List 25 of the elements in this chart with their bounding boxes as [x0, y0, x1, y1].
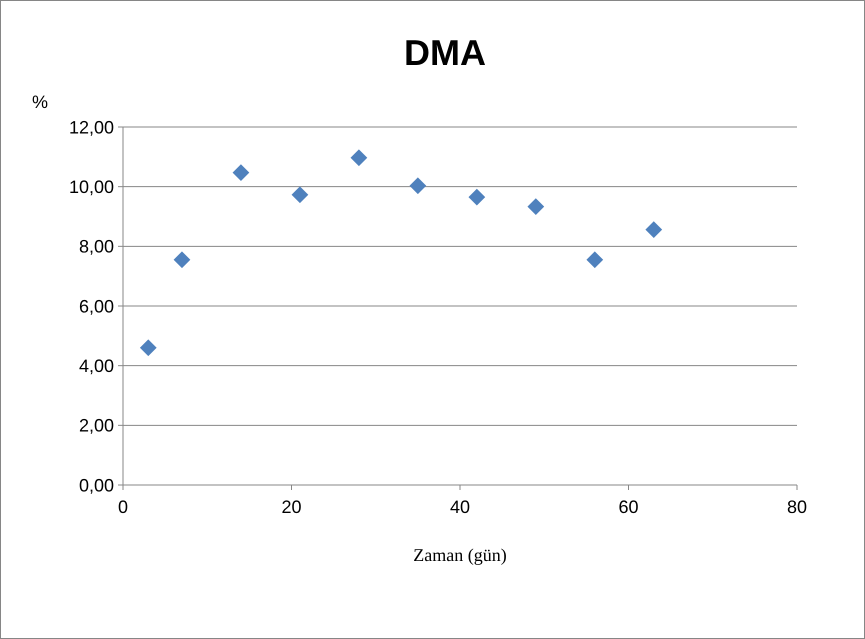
- x-tick-label: 0: [118, 497, 128, 517]
- y-tick-label: 0,00: [78, 475, 114, 496]
- y-tick-label: 8,00: [78, 236, 114, 257]
- chart-title: DMA: [404, 32, 486, 73]
- x-tick-label: 80: [786, 497, 808, 517]
- point: [410, 178, 426, 194]
- y-tick-label: 2,00: [78, 416, 114, 436]
- point: [646, 221, 662, 238]
- point: [292, 186, 308, 203]
- point: [468, 188, 486, 206]
- x-tick-label: 40: [450, 497, 470, 517]
- point: [232, 164, 250, 181]
- point: [174, 252, 190, 268]
- y-axis-title: %: [32, 92, 48, 112]
- y-tick-label: 4,00: [78, 356, 114, 376]
- point: [528, 198, 544, 215]
- x-tick-label: 20: [281, 497, 302, 517]
- x-axis-title: Zaman (gün): [413, 545, 507, 565]
- x-tick-label: 60: [618, 497, 639, 517]
- y-tick-label: 10,00: [68, 176, 114, 197]
- y-tick-label: 12,00: [68, 117, 114, 138]
- point: [350, 150, 368, 166]
- point: [586, 252, 603, 268]
- y-tick-label: 6,00: [78, 296, 114, 316]
- point: [140, 340, 156, 356]
